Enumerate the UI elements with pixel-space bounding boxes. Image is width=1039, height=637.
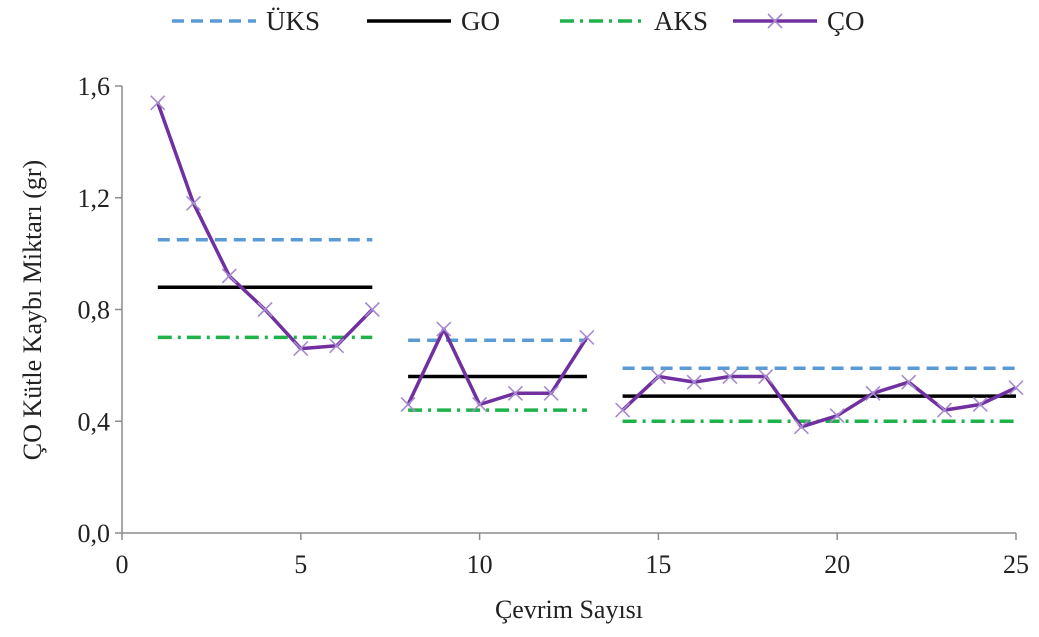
- marker-stroke: [972, 396, 988, 413]
- marker-stroke: [793, 419, 810, 435]
- marker-stroke: [936, 402, 953, 418]
- marker-stroke: [686, 374, 702, 390]
- marker-stroke: [1008, 380, 1024, 396]
- series-line: [406, 327, 589, 407]
- y-tick-label: 1,2: [78, 184, 111, 213]
- marker-stroke: [865, 385, 881, 401]
- legend: ÜKS GO AKS ÇO: [172, 6, 865, 36]
- data-point-marker: [650, 368, 666, 385]
- data-point-marker: [1008, 380, 1024, 396]
- data-point-marker: [936, 402, 953, 418]
- marker-stroke: [436, 321, 452, 337]
- legend-label: AKS: [654, 6, 708, 36]
- y-tick-label: 0,4: [78, 407, 111, 436]
- data-point-marker: [793, 419, 810, 435]
- legend-label: ÜKS: [266, 6, 320, 36]
- data-point-marker: [472, 396, 488, 413]
- data-point-marker: [972, 396, 988, 413]
- marker-stroke: [543, 385, 559, 401]
- data-point-marker: [722, 368, 738, 385]
- marker-stroke: [257, 301, 273, 318]
- marker-stroke: [293, 341, 309, 357]
- legend-item-aks: AKS: [560, 6, 708, 36]
- marker-stroke: [758, 368, 774, 385]
- x-tick-label: 0: [116, 550, 129, 579]
- x-tick-label: 5: [294, 550, 307, 579]
- legend-item-go: GO: [367, 6, 500, 36]
- x-axis-title: Çevrim Sayısı: [495, 595, 643, 624]
- data-point-marker: [543, 385, 559, 401]
- data-point-marker: [829, 408, 845, 424]
- series-line: [156, 102, 374, 351]
- data-point-marker: [400, 396, 416, 413]
- data-point-marker: [150, 95, 166, 111]
- series-o: [150, 95, 1024, 435]
- data-point-marker: [865, 385, 881, 401]
- series-aks: [157, 335, 1016, 424]
- marker-stroke: [650, 368, 666, 385]
- x-tick-label: 15: [645, 550, 671, 579]
- x-tick-label: 10: [467, 550, 493, 579]
- y-tick-label: 0,0: [78, 519, 111, 548]
- x-tick-label: 20: [824, 550, 850, 579]
- data-point-marker: [507, 385, 523, 401]
- y-axis-title: ÇO Kütle Kaybı Miktarı (gr): [18, 160, 47, 460]
- marker-stroke: [901, 374, 917, 390]
- marker-stroke: [722, 368, 738, 385]
- data-point-marker: [328, 338, 345, 354]
- data-point-marker: [615, 402, 631, 418]
- marker-stroke: [185, 195, 202, 211]
- data-point-marker: [436, 321, 452, 337]
- y-tick-label: 0,8: [78, 296, 111, 325]
- marker-stroke: [221, 268, 237, 284]
- marker-stroke: [328, 338, 345, 354]
- data-point-marker: [257, 301, 273, 318]
- legend-label: ÇO: [827, 6, 865, 36]
- legend-item-o: ÇO: [733, 6, 865, 36]
- marker-stroke: [364, 301, 380, 318]
- data-point-marker: [758, 368, 774, 385]
- marker-stroke: [615, 402, 631, 418]
- data-point-marker: [221, 268, 237, 284]
- y-tick-label: 1,6: [78, 72, 111, 101]
- marker-stroke: [150, 95, 166, 111]
- marker-stroke: [579, 329, 595, 346]
- data-point-marker: [579, 329, 595, 346]
- plot-area: 0,0 0,4 0,8 1,2 1,6 0 5 10 15 20 25: [78, 72, 1030, 579]
- legend-marker: [767, 13, 783, 29]
- series-ks: [157, 237, 1016, 370]
- marker-stroke: [400, 396, 416, 413]
- data-point-marker: [364, 301, 380, 318]
- marker-stroke: [472, 396, 488, 413]
- data-point-marker: [185, 195, 202, 211]
- legend-item-ks: ÜKS: [172, 6, 320, 36]
- data-point-marker: [686, 374, 702, 390]
- legend-label: GO: [461, 6, 500, 36]
- data-point-marker: [293, 341, 309, 357]
- marker-stroke: [829, 408, 845, 424]
- series-line: [621, 374, 1017, 429]
- data-point-marker: [901, 374, 917, 390]
- x-tick-label: 25: [1003, 550, 1029, 579]
- marker-stroke: [507, 385, 523, 401]
- series-go: [157, 285, 1016, 398]
